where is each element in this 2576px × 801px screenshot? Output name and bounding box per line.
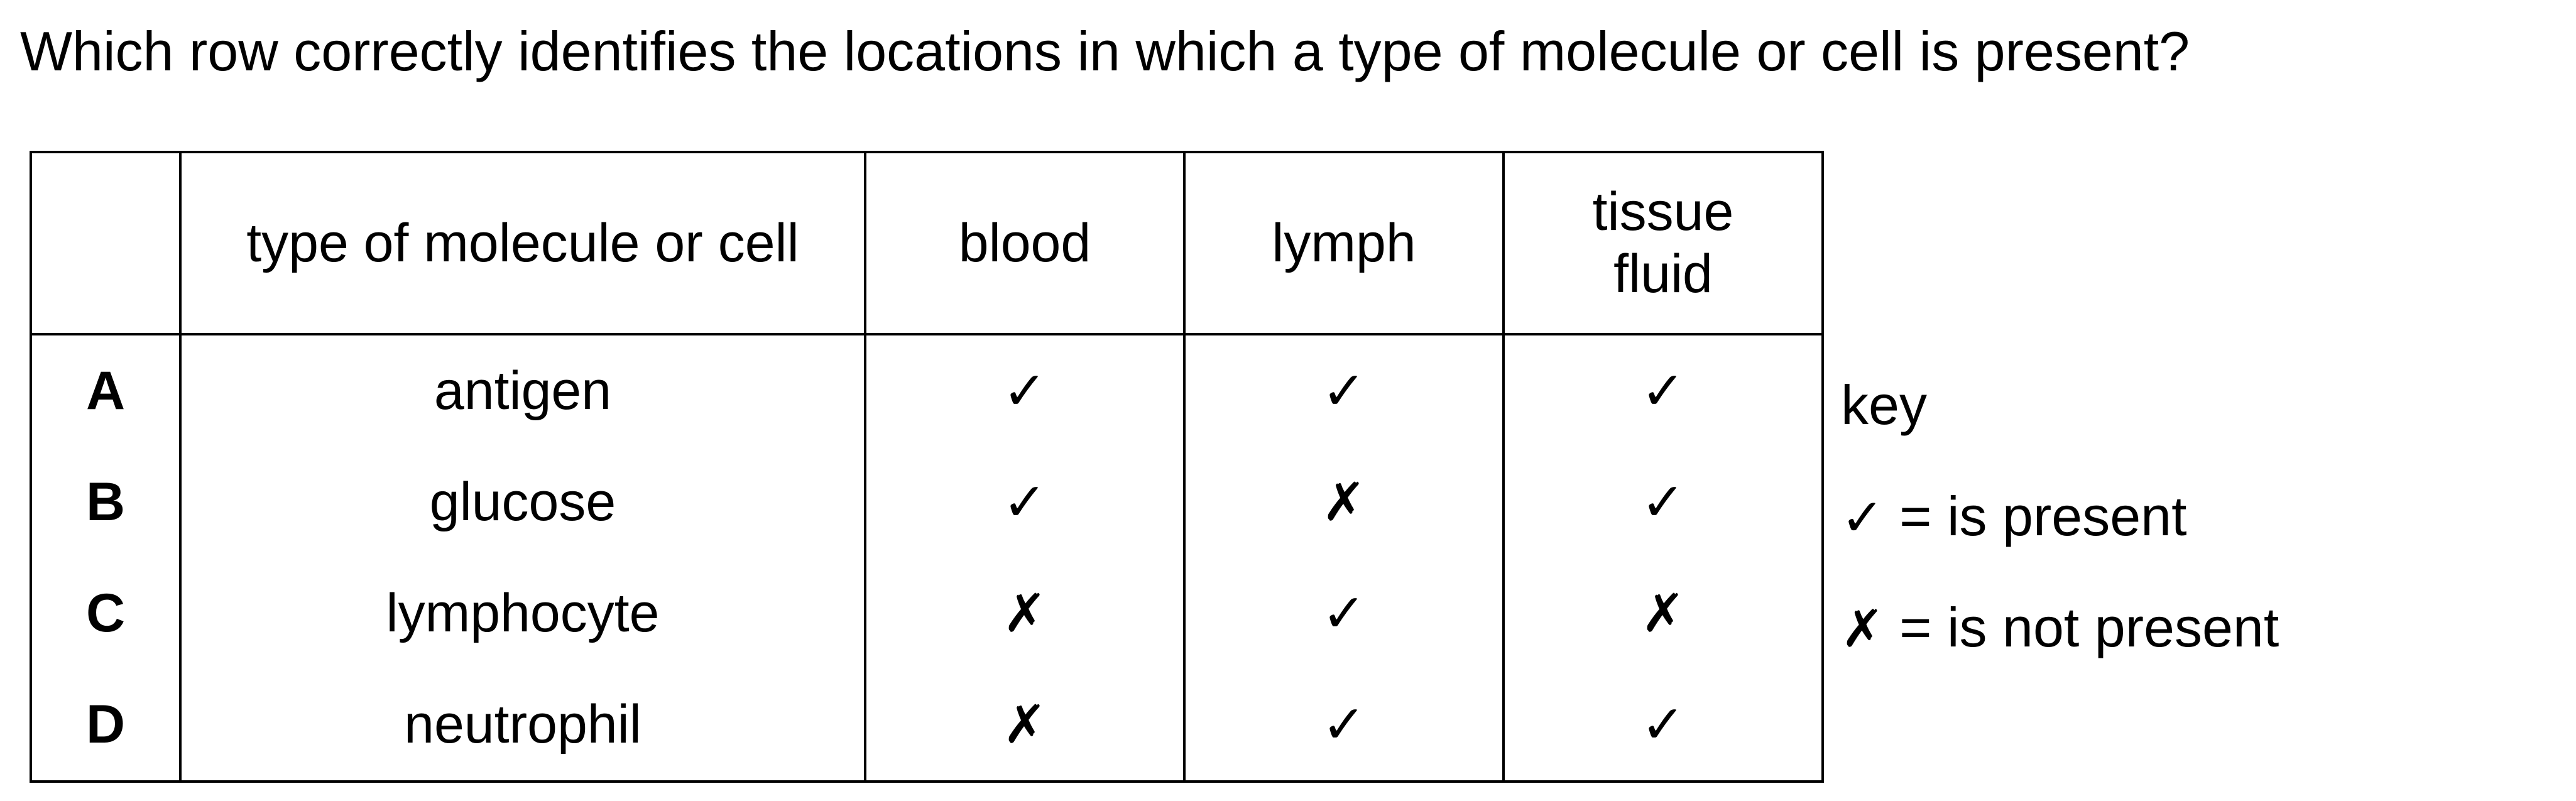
row-item: neutrophil — [179, 669, 866, 783]
header-blood: blood — [864, 151, 1186, 335]
cross-icon: ✗ — [1841, 599, 1884, 659]
cell-lymph: ✓ — [1183, 558, 1505, 669]
cell-blood: ✗ — [864, 669, 1186, 783]
row-item: glucose — [179, 447, 866, 558]
header-tissue-fluid-line1: tissue — [1592, 182, 1734, 242]
answer-table: type of molecule or cell blood lymph tis… — [30, 151, 1824, 783]
row-letter: B — [30, 447, 182, 558]
header-cell-empty — [30, 151, 182, 335]
key-present-text: = is present — [1884, 485, 2187, 547]
row-letter: C — [30, 558, 182, 669]
cell-lymph: ✓ — [1183, 669, 1505, 783]
key-absent: ✗ = is not present — [1841, 590, 2279, 667]
header-tissue-fluid-line2: fluid — [1613, 244, 1713, 304]
cell-lymph: ✓ — [1183, 334, 1505, 447]
cell-blood: ✓ — [864, 447, 1186, 558]
cell-tissue-fluid: ✓ — [1502, 334, 1824, 447]
cell-tissue-fluid: ✓ — [1502, 447, 1824, 558]
table-header-row: type of molecule or cell blood lymph tis… — [30, 151, 1824, 335]
row-letter: D — [30, 669, 182, 783]
cell-blood: ✗ — [864, 558, 1186, 669]
check-icon: ✓ — [1841, 488, 1884, 548]
row-item: lymphocyte — [179, 558, 866, 669]
table-row: C lymphocyte ✗ ✓ ✗ — [30, 558, 1824, 669]
cell-blood: ✓ — [864, 334, 1186, 447]
table-row: B glucose ✓ ✗ ✓ — [30, 447, 1824, 558]
key-absent-text: = is not present — [1884, 596, 2279, 658]
header-lymph: lymph — [1183, 151, 1505, 335]
table-row: D neutrophil ✗ ✓ ✓ — [30, 669, 1824, 783]
header-tissue-fluid: tissue fluid — [1502, 151, 1824, 335]
row-item: antigen — [179, 334, 866, 447]
cell-tissue-fluid: ✗ — [1502, 558, 1824, 669]
key-present: ✓ = is present — [1841, 479, 2187, 556]
key-title: key — [1841, 374, 1927, 436]
row-letter: A — [30, 334, 182, 447]
cell-lymph: ✗ — [1183, 447, 1505, 558]
table-row: A antigen ✓ ✓ ✓ — [30, 334, 1824, 447]
question-text: Which row correctly identifies the locat… — [20, 20, 2190, 82]
header-type: type of molecule or cell — [179, 151, 866, 335]
cell-tissue-fluid: ✓ — [1502, 669, 1824, 783]
